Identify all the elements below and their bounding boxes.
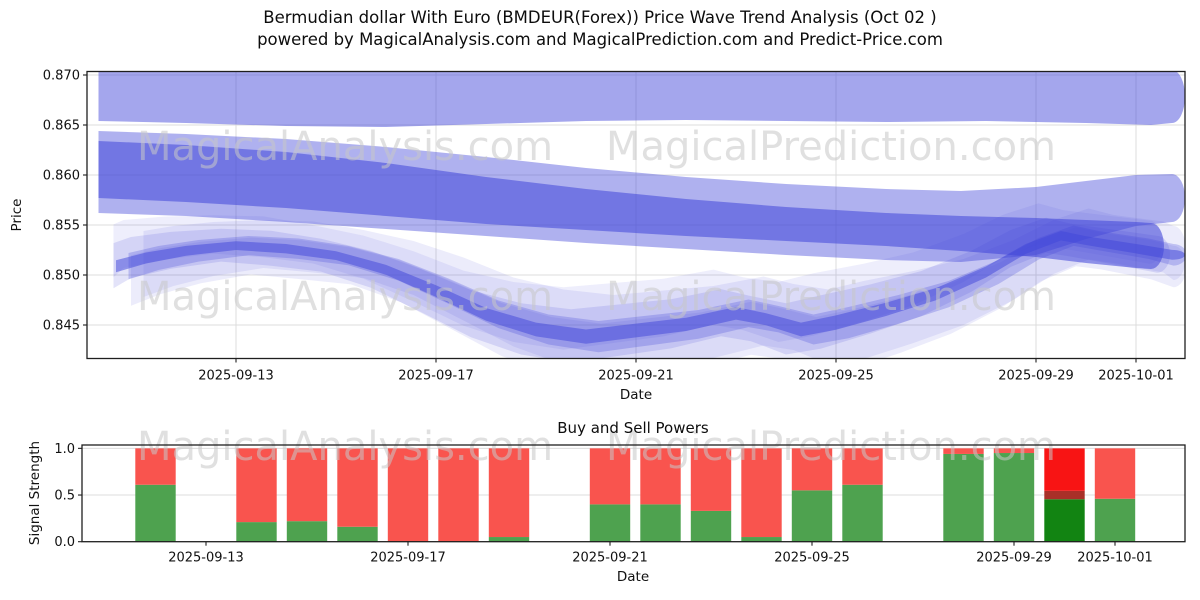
bar-sell-segment bbox=[438, 448, 479, 542]
figure-title-line2: powered by MagicalAnalysis.com and Magic… bbox=[257, 30, 943, 49]
bar-buy-segment bbox=[135, 484, 176, 542]
bar-buy-segment bbox=[993, 453, 1035, 542]
price-band-mid-band-core bbox=[98, 141, 1164, 269]
price-xtick-label: 2025-09-13 bbox=[198, 369, 274, 384]
bar-2025-09-12 bbox=[135, 448, 176, 542]
watermark-text: MagicalAnalysis.com bbox=[137, 274, 553, 320]
bar-buy-segment bbox=[943, 453, 984, 542]
price-xaxis-label: Date bbox=[620, 387, 652, 403]
bar-buy-segment bbox=[741, 537, 782, 542]
bar-buy-segment bbox=[690, 510, 732, 542]
bar-buy-segment bbox=[1094, 498, 1136, 542]
watermark-text: MagicalAnalysis.com bbox=[137, 124, 553, 170]
bar-sell-segment bbox=[1044, 448, 1085, 491]
bar-sell-segment bbox=[337, 448, 378, 527]
figure-title-line1: Bermudian dollar With Euro (BMDEUR(Forex… bbox=[263, 8, 936, 27]
watermarks: MagicalAnalysis.com MagicalPrediction.com… bbox=[137, 124, 1056, 470]
bar-sell-segment bbox=[236, 448, 277, 523]
bar-sell-segment bbox=[488, 448, 530, 538]
bar-sell-segment bbox=[993, 448, 1035, 454]
bar-buy-segment bbox=[337, 526, 378, 542]
signal-ytick-label: 0.0 bbox=[54, 535, 75, 550]
bar-buy-segment bbox=[640, 504, 681, 542]
price-ytick-label: 0.855 bbox=[43, 219, 80, 234]
bar-sell-segment bbox=[387, 448, 429, 542]
bar-sell-segment bbox=[640, 448, 681, 505]
bar-buy-segment bbox=[236, 522, 277, 542]
price-bands bbox=[98, 71, 1185, 359]
price-xtick-label: 2025-10-01 bbox=[1098, 369, 1174, 384]
signal-xtick-label: 2025-09-17 bbox=[370, 551, 446, 566]
price-ytick-label: 0.870 bbox=[43, 69, 80, 84]
bar-2025-09-15 bbox=[286, 448, 328, 542]
price-xtick-label: 2025-09-21 bbox=[598, 369, 674, 384]
bar-sell-segment bbox=[589, 448, 631, 505]
signal-ytick-label: 0.5 bbox=[54, 489, 75, 504]
bar-buy-segment bbox=[488, 537, 530, 542]
bar-2025-10-01 bbox=[1094, 448, 1136, 542]
price-ytick-label: 0.865 bbox=[43, 119, 80, 134]
bar-overlap-segment bbox=[1044, 490, 1085, 500]
tick-marks bbox=[78, 74, 1137, 546]
price-band-upper-band bbox=[98, 71, 1185, 127]
watermark-text: MagicalPrediction.com bbox=[606, 124, 1056, 170]
bar-buy-segment bbox=[791, 490, 833, 542]
bar-buy-segment bbox=[1044, 499, 1085, 542]
signal-axis-label: Signal Strength bbox=[27, 441, 43, 545]
price-ytick-label: 0.850 bbox=[43, 269, 80, 284]
signal-chart-title: Buy and Sell Powers bbox=[557, 419, 709, 437]
bar-2025-09-17 bbox=[387, 448, 429, 542]
bar-2025-09-30 bbox=[1044, 448, 1085, 542]
signal-xaxis-label: Date bbox=[617, 569, 649, 585]
bar-sell-segment bbox=[741, 448, 782, 538]
price-axis-label: Price bbox=[9, 199, 25, 232]
price-xtick-label: 2025-09-17 bbox=[398, 369, 474, 384]
bar-sell-segment bbox=[791, 448, 833, 491]
bar-buy-segment bbox=[842, 484, 883, 542]
bar-2025-09-19 bbox=[488, 448, 530, 542]
bar-2025-09-25 bbox=[791, 448, 833, 542]
signal-ytick-label: 1.0 bbox=[54, 442, 75, 457]
watermark-text: MagicalAnalysis.com bbox=[137, 424, 553, 470]
bar-sell-segment bbox=[286, 448, 328, 522]
signal-xtick-label: 2025-09-29 bbox=[976, 551, 1052, 566]
bar-sell-segment bbox=[690, 448, 732, 511]
price-wave-ribbon-1 bbox=[143, 208, 1185, 359]
bar-buy-segment bbox=[286, 521, 328, 542]
bar-2025-09-18 bbox=[438, 448, 479, 542]
bar-sell-segment bbox=[135, 448, 176, 485]
price-wave-ribbon-0 bbox=[113, 203, 1163, 350]
bar-buy-segment bbox=[589, 504, 631, 542]
price-xtick-label: 2025-09-25 bbox=[798, 369, 874, 384]
bar-2025-09-26 bbox=[842, 448, 883, 542]
bar-sell-segment bbox=[842, 448, 883, 485]
bar-2025-09-24 bbox=[741, 448, 782, 542]
tick-labels: 0.845 0.850 0.855 0.860 0.865 0.870 2025-09-13… bbox=[43, 69, 1174, 566]
price-xtick-label: 2025-09-29 bbox=[998, 369, 1074, 384]
price-ytick-label: 0.860 bbox=[43, 169, 80, 184]
price-ytick-label: 0.845 bbox=[43, 319, 80, 334]
price-wave-ribbon-2 bbox=[131, 227, 1185, 359]
signal-xtick-label: 2025-09-25 bbox=[774, 551, 850, 566]
signal-xtick-label: 2025-10-01 bbox=[1077, 551, 1153, 566]
bar-2025-09-14 bbox=[236, 448, 277, 542]
render-root: MagicalAnalysis.com MagicalPrediction.com… bbox=[43, 69, 1186, 566]
watermark-text: MagicalPrediction.com bbox=[606, 424, 1056, 470]
signal-bars bbox=[135, 448, 1136, 542]
bar-2025-09-16 bbox=[337, 448, 378, 542]
bar-sell-segment bbox=[1094, 448, 1136, 499]
bar-2025-09-22 bbox=[640, 448, 681, 542]
price-wave-ribbon-5 bbox=[116, 231, 1185, 344]
signal-plot-border bbox=[81, 444, 1186, 543]
bar-2025-09-29 bbox=[993, 448, 1035, 542]
signal-xtick-label: 2025-09-21 bbox=[572, 551, 648, 566]
signal-xtick-label: 2025-09-13 bbox=[168, 551, 244, 566]
bar-2025-09-23 bbox=[690, 448, 732, 542]
bar-sell-segment bbox=[943, 448, 984, 454]
bar-2025-09-28 bbox=[943, 448, 984, 542]
watermark-text: MagicalPrediction.com bbox=[606, 274, 1056, 320]
bar-2025-09-21 bbox=[589, 448, 631, 542]
